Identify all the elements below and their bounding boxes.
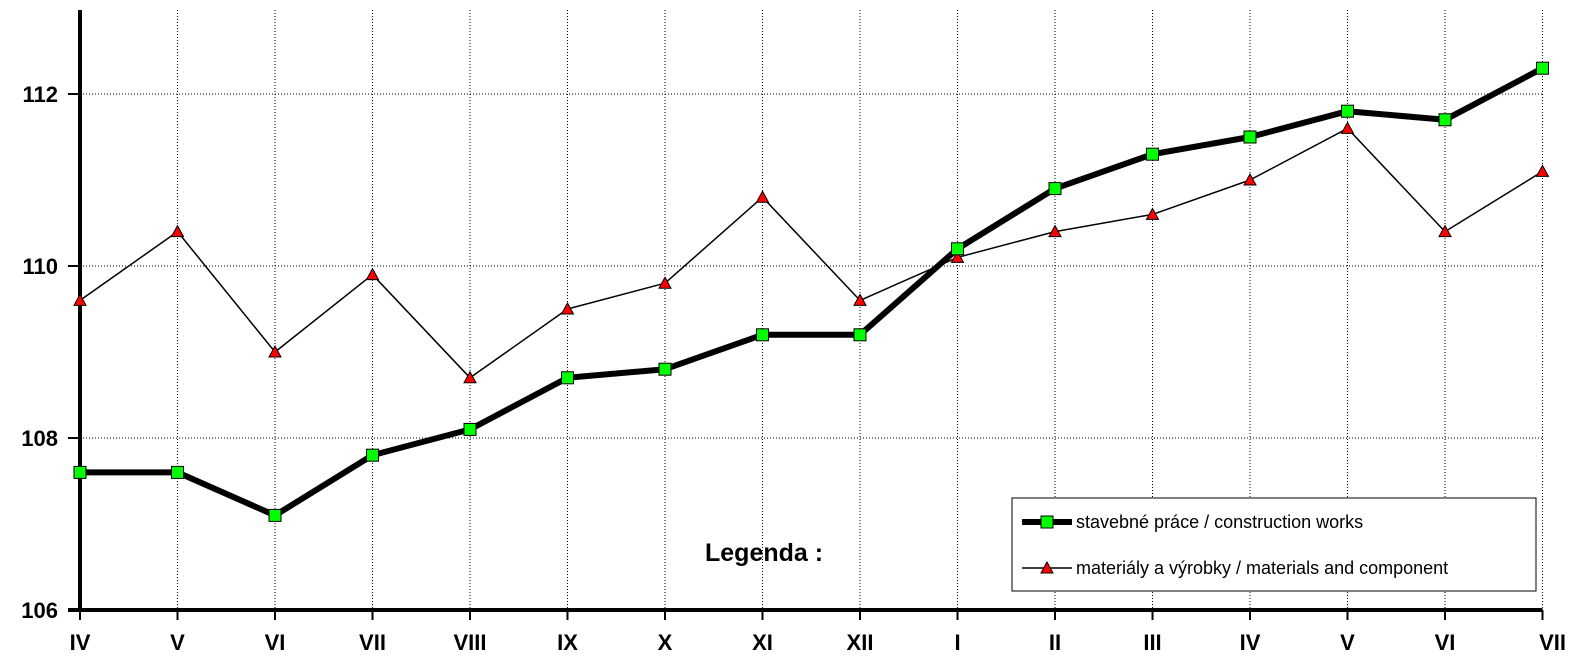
square-marker bbox=[561, 371, 574, 385]
x-tick-label: X bbox=[658, 630, 673, 655]
triangle-marker bbox=[73, 293, 87, 306]
triangle-marker bbox=[1243, 172, 1257, 186]
square-marker bbox=[1243, 130, 1257, 144]
square-marker bbox=[1536, 61, 1549, 75]
triangle-marker bbox=[1438, 224, 1452, 238]
triangle-marker bbox=[170, 224, 185, 238]
y-tick-label: 112 bbox=[23, 82, 59, 107]
x-tick-label: V bbox=[1340, 630, 1355, 655]
x-tick-label: III bbox=[1143, 630, 1161, 655]
square-marker bbox=[463, 422, 477, 436]
square-marker bbox=[1146, 147, 1159, 161]
square-marker bbox=[1040, 515, 1054, 529]
series-line-materials bbox=[79, 127, 1543, 379]
triangle-marker bbox=[950, 250, 965, 263]
square-marker bbox=[73, 465, 87, 479]
triangle-marker bbox=[1048, 224, 1062, 238]
legend-label: stavebné práce / construction works bbox=[1076, 512, 1363, 532]
triangle-marker bbox=[755, 190, 770, 203]
x-tick-label: IX bbox=[557, 630, 578, 655]
axes bbox=[68, 10, 1544, 620]
triangle-marker bbox=[365, 267, 380, 281]
x-tick-label: VII bbox=[359, 630, 386, 655]
x-tick-label: II bbox=[1049, 630, 1061, 655]
x-tick-label: VI bbox=[1435, 630, 1456, 655]
x-tick-label: IV bbox=[70, 630, 91, 655]
square-marker bbox=[1341, 104, 1354, 118]
x-tick-label: VII bbox=[1539, 630, 1566, 655]
square-marker bbox=[1048, 182, 1062, 196]
triangle-marker bbox=[658, 276, 672, 289]
square-marker bbox=[853, 328, 867, 342]
y-tick-label: 106 bbox=[21, 598, 58, 623]
legend-label: materiály a výrobky / materials and comp… bbox=[1076, 558, 1448, 578]
square-marker bbox=[658, 362, 672, 376]
square-marker bbox=[951, 242, 964, 256]
triangle-marker bbox=[1040, 560, 1054, 574]
series-layer bbox=[73, 61, 1550, 522]
y-tick-labels: 106 108 110 112 bbox=[21, 82, 58, 623]
triangle-marker bbox=[1340, 121, 1355, 134]
x-tick-label: XI bbox=[752, 630, 773, 655]
triangle-marker bbox=[560, 301, 575, 315]
square-marker bbox=[756, 328, 769, 342]
x-tick-labels: IV V VI VII VIII IX X XI XII I II III IV V VI VII bbox=[70, 630, 1566, 655]
legend: stavebné práce / construction works mater… bbox=[1011, 497, 1537, 592]
triangle-marker bbox=[853, 293, 867, 306]
square-marker bbox=[268, 508, 282, 522]
square-marker bbox=[366, 448, 379, 462]
grid bbox=[80, 10, 1543, 610]
triangle-marker bbox=[1145, 207, 1160, 220]
legend-title: Legenda : bbox=[705, 539, 823, 567]
triangle-marker bbox=[463, 370, 477, 384]
y-tick-label: 110 bbox=[23, 254, 59, 279]
y-tick-label: 108 bbox=[21, 426, 58, 451]
legend-box bbox=[1011, 497, 1537, 592]
x-tick-label: XII bbox=[847, 630, 874, 655]
square-marker bbox=[1438, 113, 1452, 127]
square-marker bbox=[171, 465, 184, 479]
series-line-construction bbox=[80, 65, 1544, 519]
x-tick-label: IV bbox=[1240, 630, 1261, 655]
x-tick-label: V bbox=[170, 630, 185, 655]
triangle-marker bbox=[268, 344, 282, 358]
x-tick-label: VI bbox=[265, 630, 286, 655]
triangle-marker bbox=[1535, 164, 1550, 177]
x-tick-label: VIII bbox=[453, 630, 486, 655]
x-tick-label: I bbox=[954, 630, 960, 655]
